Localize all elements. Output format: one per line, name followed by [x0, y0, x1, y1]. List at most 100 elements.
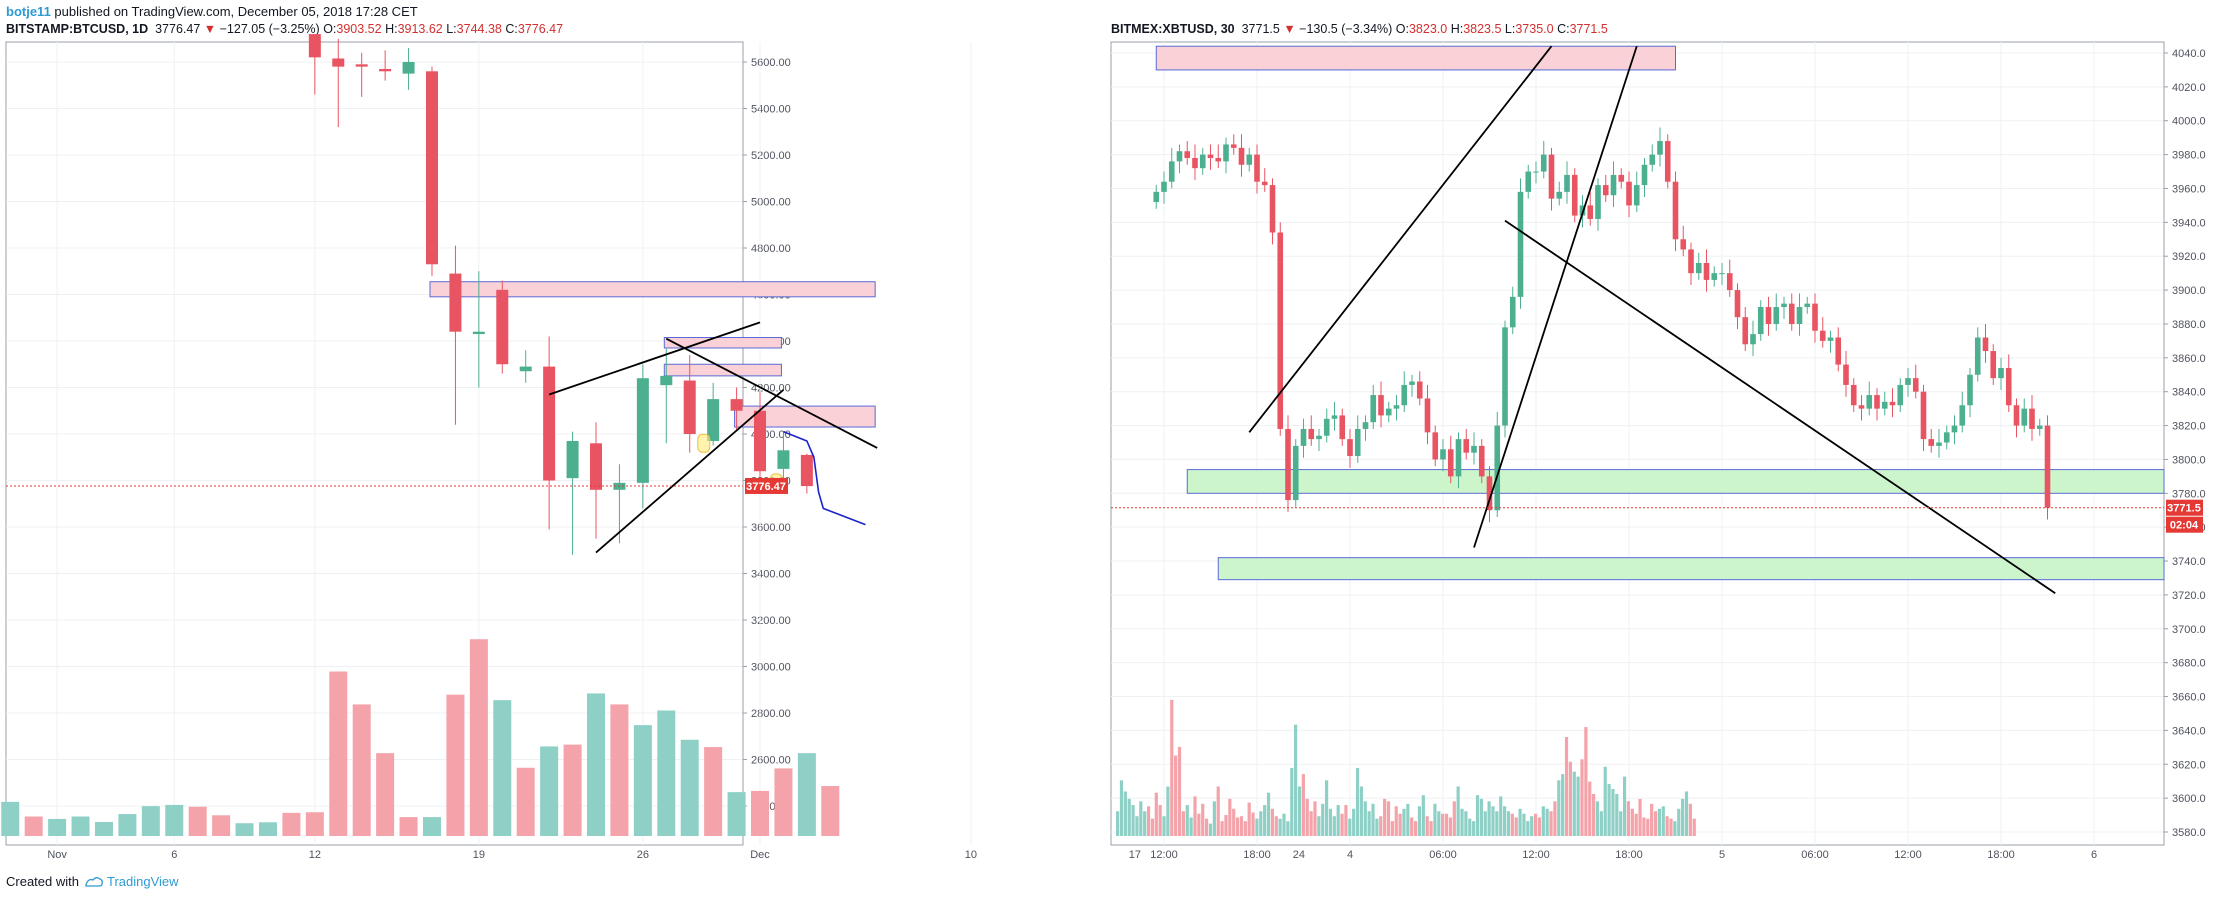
- right-volume-bar: [1677, 808, 1681, 836]
- left-symbol[interactable]: BITSTAMP:BTCUSD: [6, 22, 126, 36]
- right-volume-bar: [1162, 816, 1166, 836]
- left-volume-bar: [540, 746, 559, 836]
- right-volume-bar: [1371, 803, 1375, 836]
- right-xtick-label: 18:00: [1615, 849, 1643, 861]
- right-trend-line: [1248, 45, 1553, 433]
- right-candle-body: [1827, 337, 1834, 341]
- right-candle-body: [1618, 174, 1625, 182]
- right-demand-zone: [1186, 469, 2165, 494]
- right-interval[interactable]: 30: [1220, 22, 1235, 36]
- right-candle-body: [1168, 161, 1175, 182]
- right-volume-bar: [1305, 798, 1309, 836]
- right-candle-body: [1998, 367, 2004, 379]
- right-volume-bar: [1174, 755, 1178, 836]
- right-candle-body: [1657, 141, 1663, 155]
- right-volume-bar: [1549, 811, 1553, 836]
- right-volume-bar: [1146, 806, 1151, 836]
- right-volume-bar: [1657, 808, 1661, 836]
- right-volume-bar: [1328, 808, 1333, 836]
- right-candle-body: [1416, 381, 1423, 399]
- right-volume-bar: [1456, 786, 1460, 836]
- left-volume-bar: [165, 804, 184, 836]
- author-link[interactable]: botje11: [6, 4, 51, 19]
- right-candle-body: [1703, 262, 1710, 280]
- left-candle-body: [308, 34, 321, 58]
- right-candle-body: [1292, 445, 1299, 501]
- right-volume-bar: [1622, 776, 1627, 836]
- left-candle-body: [707, 399, 720, 441]
- right-candle-body: [1409, 381, 1415, 385]
- right-symbol[interactable]: BITMEX:XBTUSD: [1111, 22, 1214, 36]
- right-candle-body: [1486, 476, 1493, 511]
- left-volume-bar: [329, 671, 348, 836]
- right-volume-bar: [1557, 780, 1561, 836]
- right-volume-bar: [1479, 798, 1483, 836]
- right-volume-bar: [1386, 801, 1391, 836]
- right-volume-bar: [1506, 811, 1511, 836]
- right-candle-body: [1540, 154, 1547, 172]
- right-candle-body: [1269, 185, 1276, 233]
- created-with-text: Created with: [6, 874, 79, 889]
- right-chart-legend: BITMEX:XBTUSD, 30 3771.5 ▼ −130.5 (−3.34…: [1111, 22, 1608, 36]
- right-candle-body: [1192, 157, 1198, 169]
- right-candle-body: [1951, 425, 1958, 433]
- right-countdown-tag: [2166, 516, 2203, 533]
- right-volume-bar: [1297, 786, 1302, 836]
- right-candle-body: [1905, 378, 1911, 385]
- right-candle-body: [1680, 239, 1687, 250]
- left-ytick-label: 3600.00: [751, 522, 791, 534]
- right-candle-body: [1509, 296, 1516, 328]
- right-candle-body: [1199, 154, 1206, 169]
- right-low: 3735.0: [1515, 22, 1554, 36]
- right-volume-bar: [1626, 801, 1631, 836]
- right-candle-body: [1254, 154, 1260, 182]
- right-volume-bar: [1681, 798, 1685, 836]
- right-volume-bar: [1603, 766, 1607, 836]
- right-volume-bar: [1344, 805, 1348, 836]
- left-volume-bar: [282, 812, 301, 836]
- right-volume-bar: [1336, 805, 1340, 836]
- left-volume-bar: [399, 817, 418, 836]
- right-volume-bar: [1545, 808, 1549, 836]
- right-ytick-label: 3680.0: [2172, 658, 2206, 670]
- right-volume-bar: [1154, 792, 1158, 836]
- right-candle-body: [2013, 405, 2020, 426]
- right-volume-bar: [1239, 816, 1244, 836]
- right-volume-bar: [1564, 737, 1569, 836]
- right-candle-body: [2044, 425, 2051, 508]
- right-volume-bar: [1201, 803, 1205, 836]
- right-candle-body: [1920, 391, 1927, 440]
- left-volume-bar: [563, 744, 582, 836]
- right-candle-body: [1672, 181, 1679, 240]
- right-volume-bar: [1352, 808, 1356, 836]
- left-candle-body: [355, 64, 368, 67]
- left-interval[interactable]: 1D: [132, 22, 149, 36]
- right-candle-body: [1517, 191, 1524, 297]
- right-change: −130.5 (−3.34%): [1299, 22, 1393, 36]
- right-xtick-label: 06:00: [1429, 849, 1457, 861]
- right-candle-body: [1711, 273, 1718, 280]
- left-candle-body: [800, 454, 813, 487]
- right-ytick-label: 3580.0: [2172, 827, 2206, 839]
- right-volume-bar: [1181, 811, 1185, 836]
- right-candle-body: [1161, 181, 1167, 192]
- left-candle-body: [777, 450, 790, 469]
- right-volume-bar: [1661, 806, 1665, 836]
- left-volume-bar: [212, 815, 231, 836]
- right-ytick-label: 3880.0: [2172, 319, 2206, 331]
- right-candle-body: [1261, 181, 1268, 186]
- right-volume-bar: [1359, 786, 1364, 836]
- tradingview-brand-link[interactable]: TradingView: [107, 874, 179, 889]
- right-volume-bar: [1228, 798, 1232, 836]
- right-candle-body: [1688, 249, 1694, 274]
- right-ytick-label: 3980.0: [2172, 150, 2206, 162]
- right-candle-body: [1308, 428, 1315, 440]
- right-candle-body: [1440, 449, 1446, 460]
- right-xtick-label: 12:00: [1522, 849, 1550, 861]
- left-price-tag: [745, 477, 788, 494]
- right-volume-bar: [1522, 813, 1526, 836]
- right-candle-body: [1804, 303, 1811, 308]
- right-candle-body: [1285, 428, 1291, 501]
- right-candle-body: [1610, 174, 1617, 196]
